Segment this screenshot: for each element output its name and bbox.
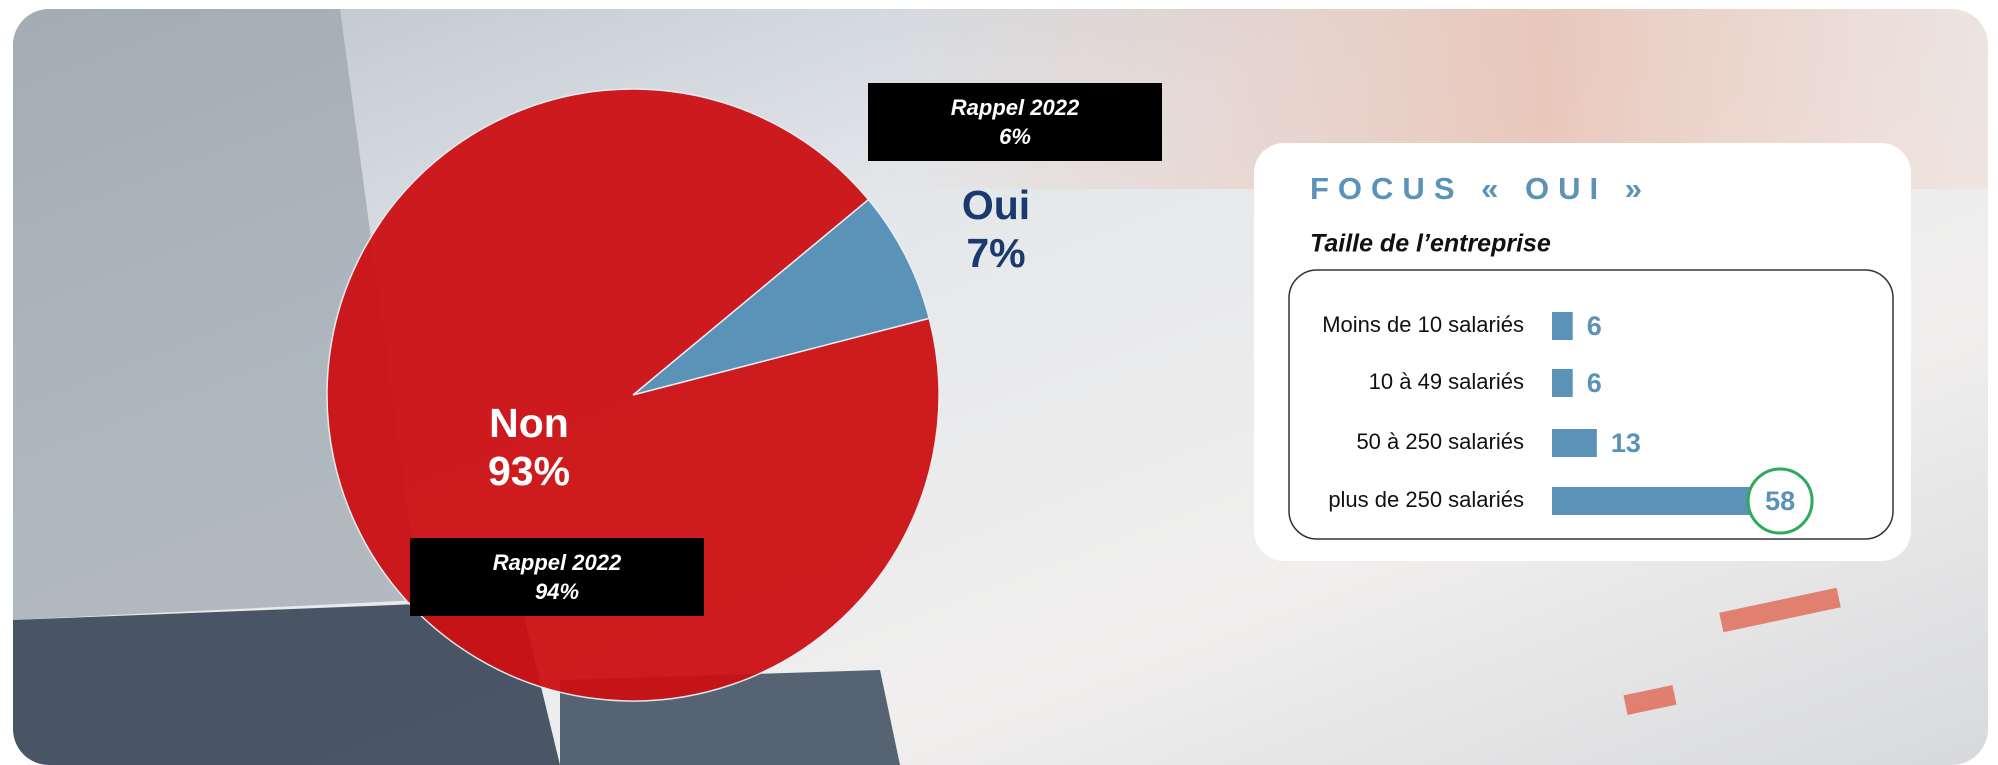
infographic: Oui7% Non93% Rappel 2022 6% Rappel 2022 94% F…	[0, 0, 1998, 765]
slice-label: Non	[489, 400, 569, 446]
bar-category: plus de 250 salariés	[1328, 487, 1524, 512]
reminder-value: 6%	[999, 124, 1031, 149]
bar	[1552, 487, 1752, 515]
bar	[1552, 369, 1573, 397]
bar-value: 6	[1587, 368, 1602, 398]
slice-label: Oui	[962, 182, 1030, 228]
reminder-value: 94%	[535, 579, 579, 604]
bar-category: 50 à 250 salariés	[1356, 429, 1524, 454]
page: {"chart_data": [ {"type": "pie", "catego…	[0, 0, 1998, 765]
focus-title: FOCUS « OUI »	[1310, 171, 1651, 206]
slice-value: 7%	[966, 230, 1025, 276]
reminder-title: Rappel 2022	[951, 95, 1080, 120]
bar-category: Moins de 10 salariés	[1322, 312, 1524, 337]
bar	[1552, 429, 1597, 457]
bar-value: 6	[1587, 311, 1602, 341]
focus-subtitle: Taille de l’entreprise	[1310, 230, 1551, 258]
bar	[1552, 312, 1573, 340]
bar-value: 58	[1765, 486, 1795, 516]
bar-category: 10 à 49 salariés	[1369, 369, 1524, 394]
bar-value: 13	[1611, 428, 1641, 458]
slice-value: 93%	[488, 448, 570, 494]
reminder-title: Rappel 2022	[493, 550, 622, 575]
